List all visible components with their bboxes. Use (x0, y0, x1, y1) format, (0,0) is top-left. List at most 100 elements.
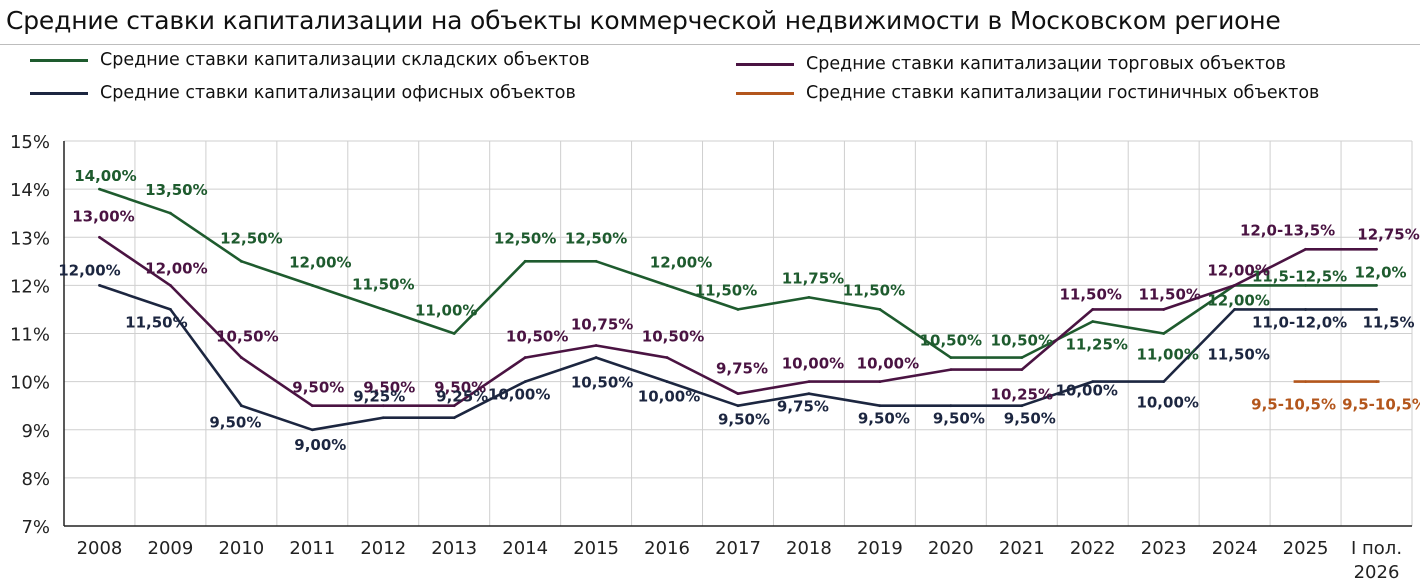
data-point-warehouse (452, 332, 456, 335)
data-point-warehouse (310, 283, 314, 287)
y-tick-label: 9% (21, 421, 50, 442)
data-point-hotel (1304, 380, 1307, 384)
data-point-retail (98, 235, 101, 239)
data-point-retail (665, 356, 669, 359)
data-label-retail: 9,75% (716, 360, 768, 378)
legend-label-retail: Средние ставки капитализации торговых об… (806, 54, 1286, 74)
data-point-warehouse (1304, 283, 1307, 287)
data-label-office: 9,50% (1004, 410, 1056, 428)
data-point-retail (594, 344, 598, 347)
x-tick-label: 2012 (360, 538, 406, 559)
x-tick-label: 2016 (644, 538, 690, 559)
legend-label-hotel: Средние ставки капитализации гостиничных… (806, 83, 1320, 103)
x-tick-label: 2021 (999, 538, 1045, 559)
data-label-office: 9,50% (858, 410, 910, 428)
legend-item-hotel: Средние ставки капитализации гостиничных… (736, 81, 1319, 105)
data-label-warehouse: 11,75% (782, 269, 844, 287)
data-point-hotel (1375, 380, 1378, 384)
y-tick-label: 8% (21, 469, 50, 490)
data-label-retail: 12,00% (1207, 261, 1269, 279)
data-point-warehouse (169, 211, 172, 215)
data-point-office (665, 380, 669, 384)
series-line-warehouse (99, 187, 1377, 359)
data-point-retail (452, 404, 456, 408)
data-label-retail: 10,75% (571, 316, 633, 334)
x-tick-label: 2018 (786, 538, 832, 559)
data-label-warehouse: 11,00% (1136, 346, 1198, 364)
data-point-office (98, 283, 101, 287)
data-label-retail: 10,50% (506, 328, 568, 346)
data-point-retail (949, 368, 953, 371)
data-point-warehouse (949, 356, 953, 359)
data-point-office (169, 308, 172, 311)
y-tick-label: 10% (10, 373, 50, 394)
data-point-warehouse (594, 259, 598, 263)
legend-swatch-office (30, 91, 88, 95)
data-label-office: 11,0-12,0% (1252, 313, 1347, 331)
data-point-retail (169, 283, 172, 287)
data-label-warehouse: 11,50% (843, 281, 905, 299)
data-label-office: 9,50% (718, 411, 770, 429)
x-tick-label: 2026 (1354, 562, 1400, 582)
data-label-retail: 12,75% (1357, 225, 1419, 243)
data-point-warehouse (665, 283, 669, 287)
data-point-warehouse (523, 259, 527, 263)
data-label-warehouse: 12,50% (565, 229, 627, 247)
data-label-office: 10,00% (1136, 394, 1198, 412)
x-tick-label: 2022 (1070, 538, 1116, 559)
x-tick-label: 2013 (431, 538, 477, 559)
data-label-office: 9,25% (353, 388, 405, 406)
data-point-office (452, 416, 456, 420)
data-point-warehouse (1375, 283, 1378, 287)
data-label-warehouse: 11,5-12,5% (1252, 267, 1347, 285)
data-label-hotel: 9,5-10,5% (1251, 396, 1336, 414)
data-point-office (1233, 308, 1237, 311)
data-label-office: 12,00% (58, 261, 120, 279)
data-label-retail: 10,50% (642, 328, 704, 346)
data-label-warehouse: 12,00% (650, 253, 712, 271)
data-label-warehouse: 12,0% (1355, 263, 1407, 281)
data-label-office: 10,00% (638, 388, 700, 406)
data-label-office: 9,75% (777, 398, 829, 416)
data-point-warehouse (98, 187, 101, 191)
x-tick-label: 2020 (928, 538, 974, 559)
data-point-office (239, 404, 243, 408)
data-label-retail: 9,50% (363, 379, 415, 397)
legend-item-office: Средние ставки капитализации офисных объ… (30, 81, 576, 105)
data-point-office (1162, 380, 1166, 384)
data-point-office (523, 380, 527, 384)
data-label-retail: 11,50% (1059, 285, 1121, 303)
data-point-retail (878, 380, 882, 384)
data-point-warehouse (1162, 332, 1166, 335)
data-point-retail (1375, 247, 1378, 251)
data-label-office: 10,00% (1055, 382, 1117, 400)
legend-swatch-warehouse (30, 58, 88, 62)
data-label-retail: 10,25% (991, 386, 1053, 404)
data-label-warehouse: 13,50% (145, 181, 207, 199)
data-point-office (310, 428, 314, 432)
data-point-office (949, 404, 953, 408)
data-point-retail (1020, 368, 1024, 371)
legend-label-office: Средние ставки капитализации офисных объ… (100, 83, 576, 103)
data-point-warehouse (1091, 320, 1095, 323)
data-label-retail: 9,50% (292, 379, 344, 397)
data-point-retail (310, 404, 314, 408)
title-divider (0, 44, 1420, 45)
data-label-retail: 9,50% (434, 379, 486, 397)
data-point-office (381, 416, 385, 420)
data-point-warehouse (878, 308, 882, 311)
data-label-warehouse: 12,00% (1207, 291, 1269, 309)
data-label-warehouse: 10,50% (920, 332, 982, 350)
data-label-retail: 12,0-13,5% (1240, 221, 1335, 239)
y-tick-label: 14% (10, 180, 50, 201)
data-label-retail: 10,00% (857, 355, 919, 373)
data-label-retail: 10,50% (216, 328, 278, 346)
data-label-warehouse: 11,50% (695, 281, 757, 299)
legend-item-warehouse: Средние ставки капитализации складских о… (30, 48, 590, 72)
data-label-office: 11,5% (1363, 313, 1415, 331)
legend-item-retail: Средние ставки капитализации торговых об… (736, 52, 1286, 76)
data-label-warehouse: 11,25% (1065, 335, 1127, 353)
y-tick-label: 12% (10, 276, 50, 297)
data-label-office: 10,00% (488, 386, 550, 404)
x-tick-label: 2019 (857, 538, 903, 559)
